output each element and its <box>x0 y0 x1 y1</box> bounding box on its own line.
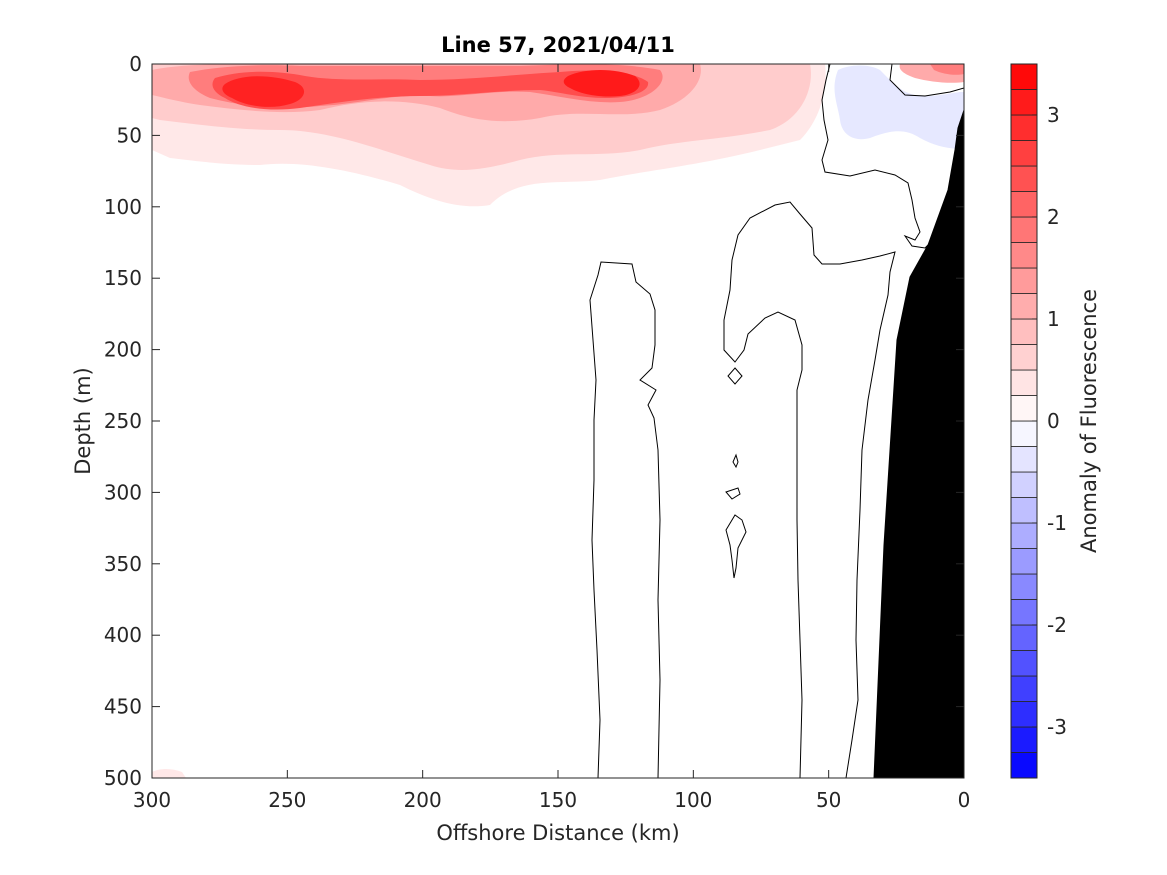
colorbar-label: Anomaly of Fluorescence <box>1077 289 1101 553</box>
y-tick-label: 50 <box>117 123 142 147</box>
colorbar-swatch <box>1010 395 1038 422</box>
positive-core-2 <box>563 70 640 97</box>
y-tick-label: 350 <box>104 552 142 576</box>
colorbar-swatch <box>1010 522 1038 549</box>
colorbar-swatch <box>1010 497 1038 524</box>
y-tick-label: 400 <box>104 623 142 647</box>
y-tick-label: 500 <box>104 766 142 790</box>
colorbar-swatch <box>1010 420 1038 447</box>
x-tick-label: 150 <box>539 788 577 812</box>
contour-line-1 <box>589 261 661 778</box>
colorbar-swatch <box>1010 89 1038 116</box>
colorbar-swatch <box>1010 267 1038 294</box>
y-axis-label: Depth (m) <box>71 367 95 474</box>
colorbar-swatch <box>1010 165 1038 192</box>
x-tick-label: 50 <box>816 788 841 812</box>
y-tick-label: 100 <box>104 195 142 219</box>
contour-small-2 <box>732 453 739 469</box>
colorbar-swatch <box>1010 573 1038 600</box>
y-tick-label: 150 <box>104 266 142 290</box>
positive-band-5 <box>212 70 649 110</box>
colorbar-swatch <box>1010 548 1038 575</box>
positive-bottom-left <box>152 769 186 778</box>
colorbar-swatch <box>1010 293 1038 320</box>
colorbar-tick-label: -1 <box>1047 511 1067 535</box>
colorbar-tick-label: -3 <box>1047 715 1067 739</box>
colorbar-tick-label: 2 <box>1047 205 1060 229</box>
contour-line-2 <box>723 201 896 778</box>
x-tick-label: 300 <box>133 788 171 812</box>
colorbar-swatch <box>1010 624 1038 651</box>
contour-line-4 <box>889 64 964 97</box>
colorbar-swatch <box>1010 752 1038 779</box>
x-axis-label: Offshore Distance (km) <box>436 821 679 845</box>
colorbar-swatch <box>1010 216 1038 243</box>
y-tick-label: 300 <box>104 480 142 504</box>
colorbar-swatch <box>1010 191 1038 218</box>
y-tick-label: 200 <box>104 338 142 362</box>
colorbar-tick-label: 3 <box>1047 103 1060 127</box>
colorbar-swatch <box>1010 599 1038 626</box>
bathymetry <box>873 109 964 778</box>
colorbar-swatch <box>1010 242 1038 269</box>
positive-coastal-core <box>930 64 964 75</box>
anomaly-field <box>152 64 964 778</box>
colorbar-tick-label: -2 <box>1047 613 1067 637</box>
colorbar-swatch <box>1010 471 1038 498</box>
colorbar-swatch <box>1010 701 1038 728</box>
colorbar-swatch <box>1010 114 1038 141</box>
negative-patch-1 <box>834 65 964 149</box>
colorbar-swatch <box>1010 650 1038 677</box>
colorbar-swatch <box>1010 344 1038 371</box>
zero-contours <box>589 64 964 778</box>
y-tick-label: 450 <box>104 695 142 719</box>
plot-area <box>152 64 964 778</box>
x-tick-label: 250 <box>268 788 306 812</box>
contour-line-3 <box>821 64 936 249</box>
x-tick-label: 100 <box>674 788 712 812</box>
x-axis: 300 250 200 150 100 50 0 <box>133 64 970 812</box>
x-tick-label: 200 <box>404 788 442 812</box>
colorbar-swatch <box>1010 675 1038 702</box>
colorbar-swatch <box>1010 63 1038 90</box>
y-tick-label: 250 <box>104 409 142 433</box>
y-axis: 0 50 100 150 200 250 300 350 400 450 500 <box>104 52 964 790</box>
contour-small-3 <box>725 487 741 500</box>
y-tick-label: 0 <box>129 52 142 76</box>
colorbar-tick-label: 1 <box>1047 307 1060 331</box>
positive-core-1 <box>222 76 305 107</box>
colorbar-swatch <box>1010 726 1038 753</box>
colorbar: 3 2 1 0 -1 -2 -3 <box>1010 63 1067 779</box>
colorbar-swatch <box>1010 369 1038 396</box>
colorbar-swatch <box>1010 446 1038 473</box>
contour-small-4 <box>725 514 747 579</box>
colorbar-tick-label: 0 <box>1047 409 1060 433</box>
contour-small-1 <box>727 367 743 385</box>
colorbar-swatch <box>1010 140 1038 167</box>
chart-title: Line 57, 2021/04/11 <box>441 33 675 57</box>
x-tick-label: 0 <box>958 788 971 812</box>
colorbar-swatch <box>1010 318 1038 345</box>
